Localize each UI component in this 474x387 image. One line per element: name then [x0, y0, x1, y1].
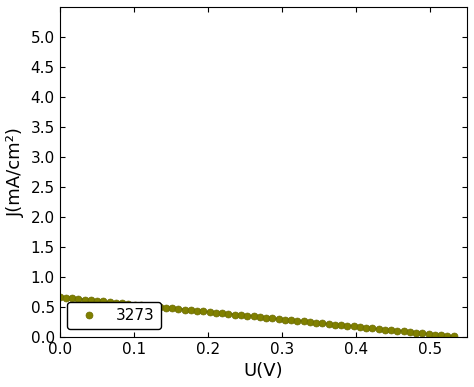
3273	[451, 334, 456, 339]
3273	[251, 314, 256, 319]
3273	[307, 320, 313, 324]
3273	[107, 300, 112, 304]
3273	[276, 317, 282, 321]
Line: 3273: 3273	[56, 294, 457, 340]
Legend: 3273: 3273	[67, 302, 161, 329]
Y-axis label: J(mA/cm²): J(mA/cm²)	[7, 127, 25, 217]
3273	[313, 320, 319, 325]
X-axis label: U(V): U(V)	[244, 362, 283, 380]
3273	[219, 311, 225, 315]
3273	[57, 295, 63, 300]
